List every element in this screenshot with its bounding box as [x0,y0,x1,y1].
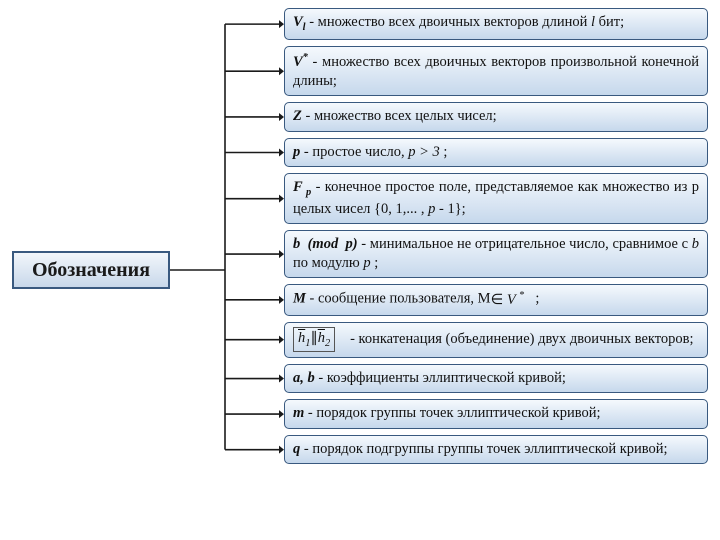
definition-item-ab: a, b - коэффициенты эллиптической кривой… [284,364,708,394]
root-label: Обозначения [32,259,150,281]
definition-item-concat: h1∥h2 - конкатенация (объединение) двух … [284,322,708,358]
definitions-list: Vl - множество всех двоичных векторов дл… [284,8,708,470]
definition-item-Vstar: V* - множество всех двоичных векторов пр… [284,46,708,96]
definition-item-Vl: Vl - множество всех двоичных векторов дл… [284,8,708,40]
definition-item-q: q - порядок подгруппы группы точек эллип… [284,435,708,465]
definition-item-bmodp: b (mod p) - минимальное не отрицательное… [284,230,708,278]
root-label-box: Обозначения [12,251,170,289]
definition-item-Fp: F p - конечное простое поле, представляе… [284,173,708,224]
definition-item-m: m - порядок группы точек эллиптической к… [284,399,708,429]
definition-item-Z: Z - множество всех целых чисел; [284,102,708,132]
definition-item-M: M - сообщение пользователя, М∈ V * ; [284,284,708,315]
definition-item-p: p - простое число, p > 3 ; [284,138,708,168]
